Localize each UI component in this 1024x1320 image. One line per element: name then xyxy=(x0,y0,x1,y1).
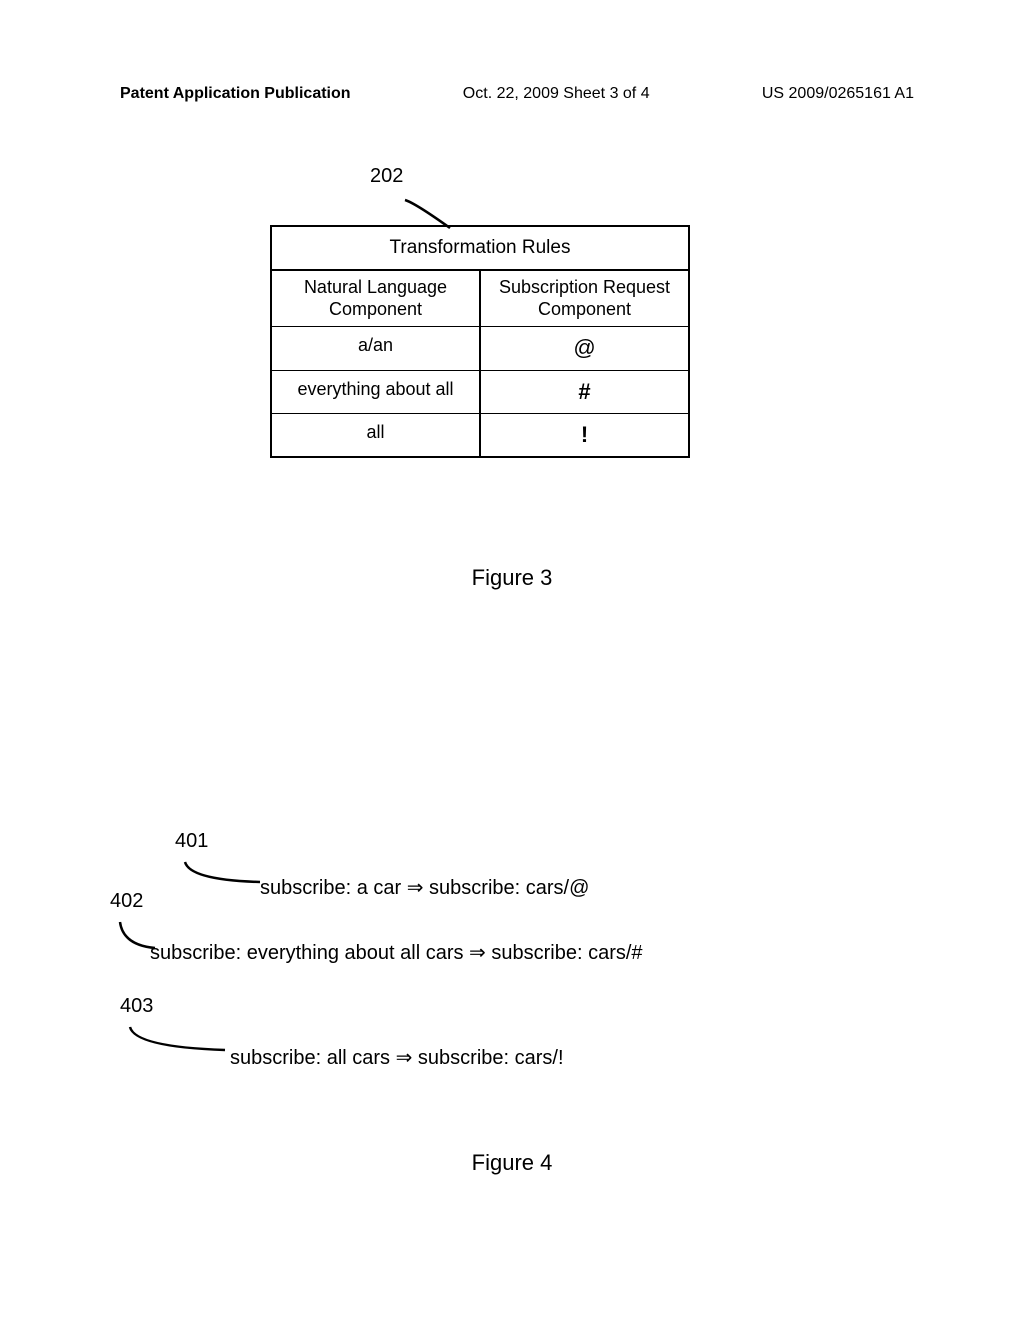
table-cell: a/an xyxy=(272,327,481,369)
callout-401: 401 xyxy=(175,830,208,853)
table-cell: @ xyxy=(481,327,688,369)
figure3-label: Figure 3 xyxy=(0,565,1024,591)
transformation-rules-table: Transformation Rules Natural Language Co… xyxy=(270,225,690,458)
table-cell: all xyxy=(272,414,481,456)
callout-line-icon xyxy=(180,860,270,890)
table-column-headers: Natural Language Component Subscription … xyxy=(272,271,688,327)
table-row: everything about all # xyxy=(272,371,688,414)
col-header-nl: Natural Language Component xyxy=(272,271,481,326)
table-cell: everything about all xyxy=(272,371,481,413)
example-401: subscribe: a car ⇒ subscribe: cars/@ xyxy=(260,875,589,900)
callout-202: 202 xyxy=(370,165,403,188)
header-right-text: US 2009/0265161 A1 xyxy=(762,85,914,103)
example-402: subscribe: everything about all cars ⇒ s… xyxy=(150,940,643,965)
callout-line-icon xyxy=(125,1025,235,1055)
example-403: subscribe: all cars ⇒ subscribe: cars/! xyxy=(230,1045,564,1070)
table-row: a/an @ xyxy=(272,327,688,370)
table-title: Transformation Rules xyxy=(272,227,688,271)
figure4-label: Figure 4 xyxy=(0,1150,1024,1176)
header-center-text: Oct. 22, 2009 Sheet 3 of 4 xyxy=(463,85,650,103)
table-cell: # xyxy=(481,371,688,413)
callout-402: 402 xyxy=(110,890,143,913)
callout-403: 403 xyxy=(120,995,153,1018)
header-left-text: Patent Application Publication xyxy=(120,85,351,103)
table-cell: ! xyxy=(481,414,688,456)
col-header-sr: Subscription Request Component xyxy=(481,271,688,326)
page-header: Patent Application Publication Oct. 22, … xyxy=(0,0,1024,103)
table-row: all ! xyxy=(272,414,688,456)
